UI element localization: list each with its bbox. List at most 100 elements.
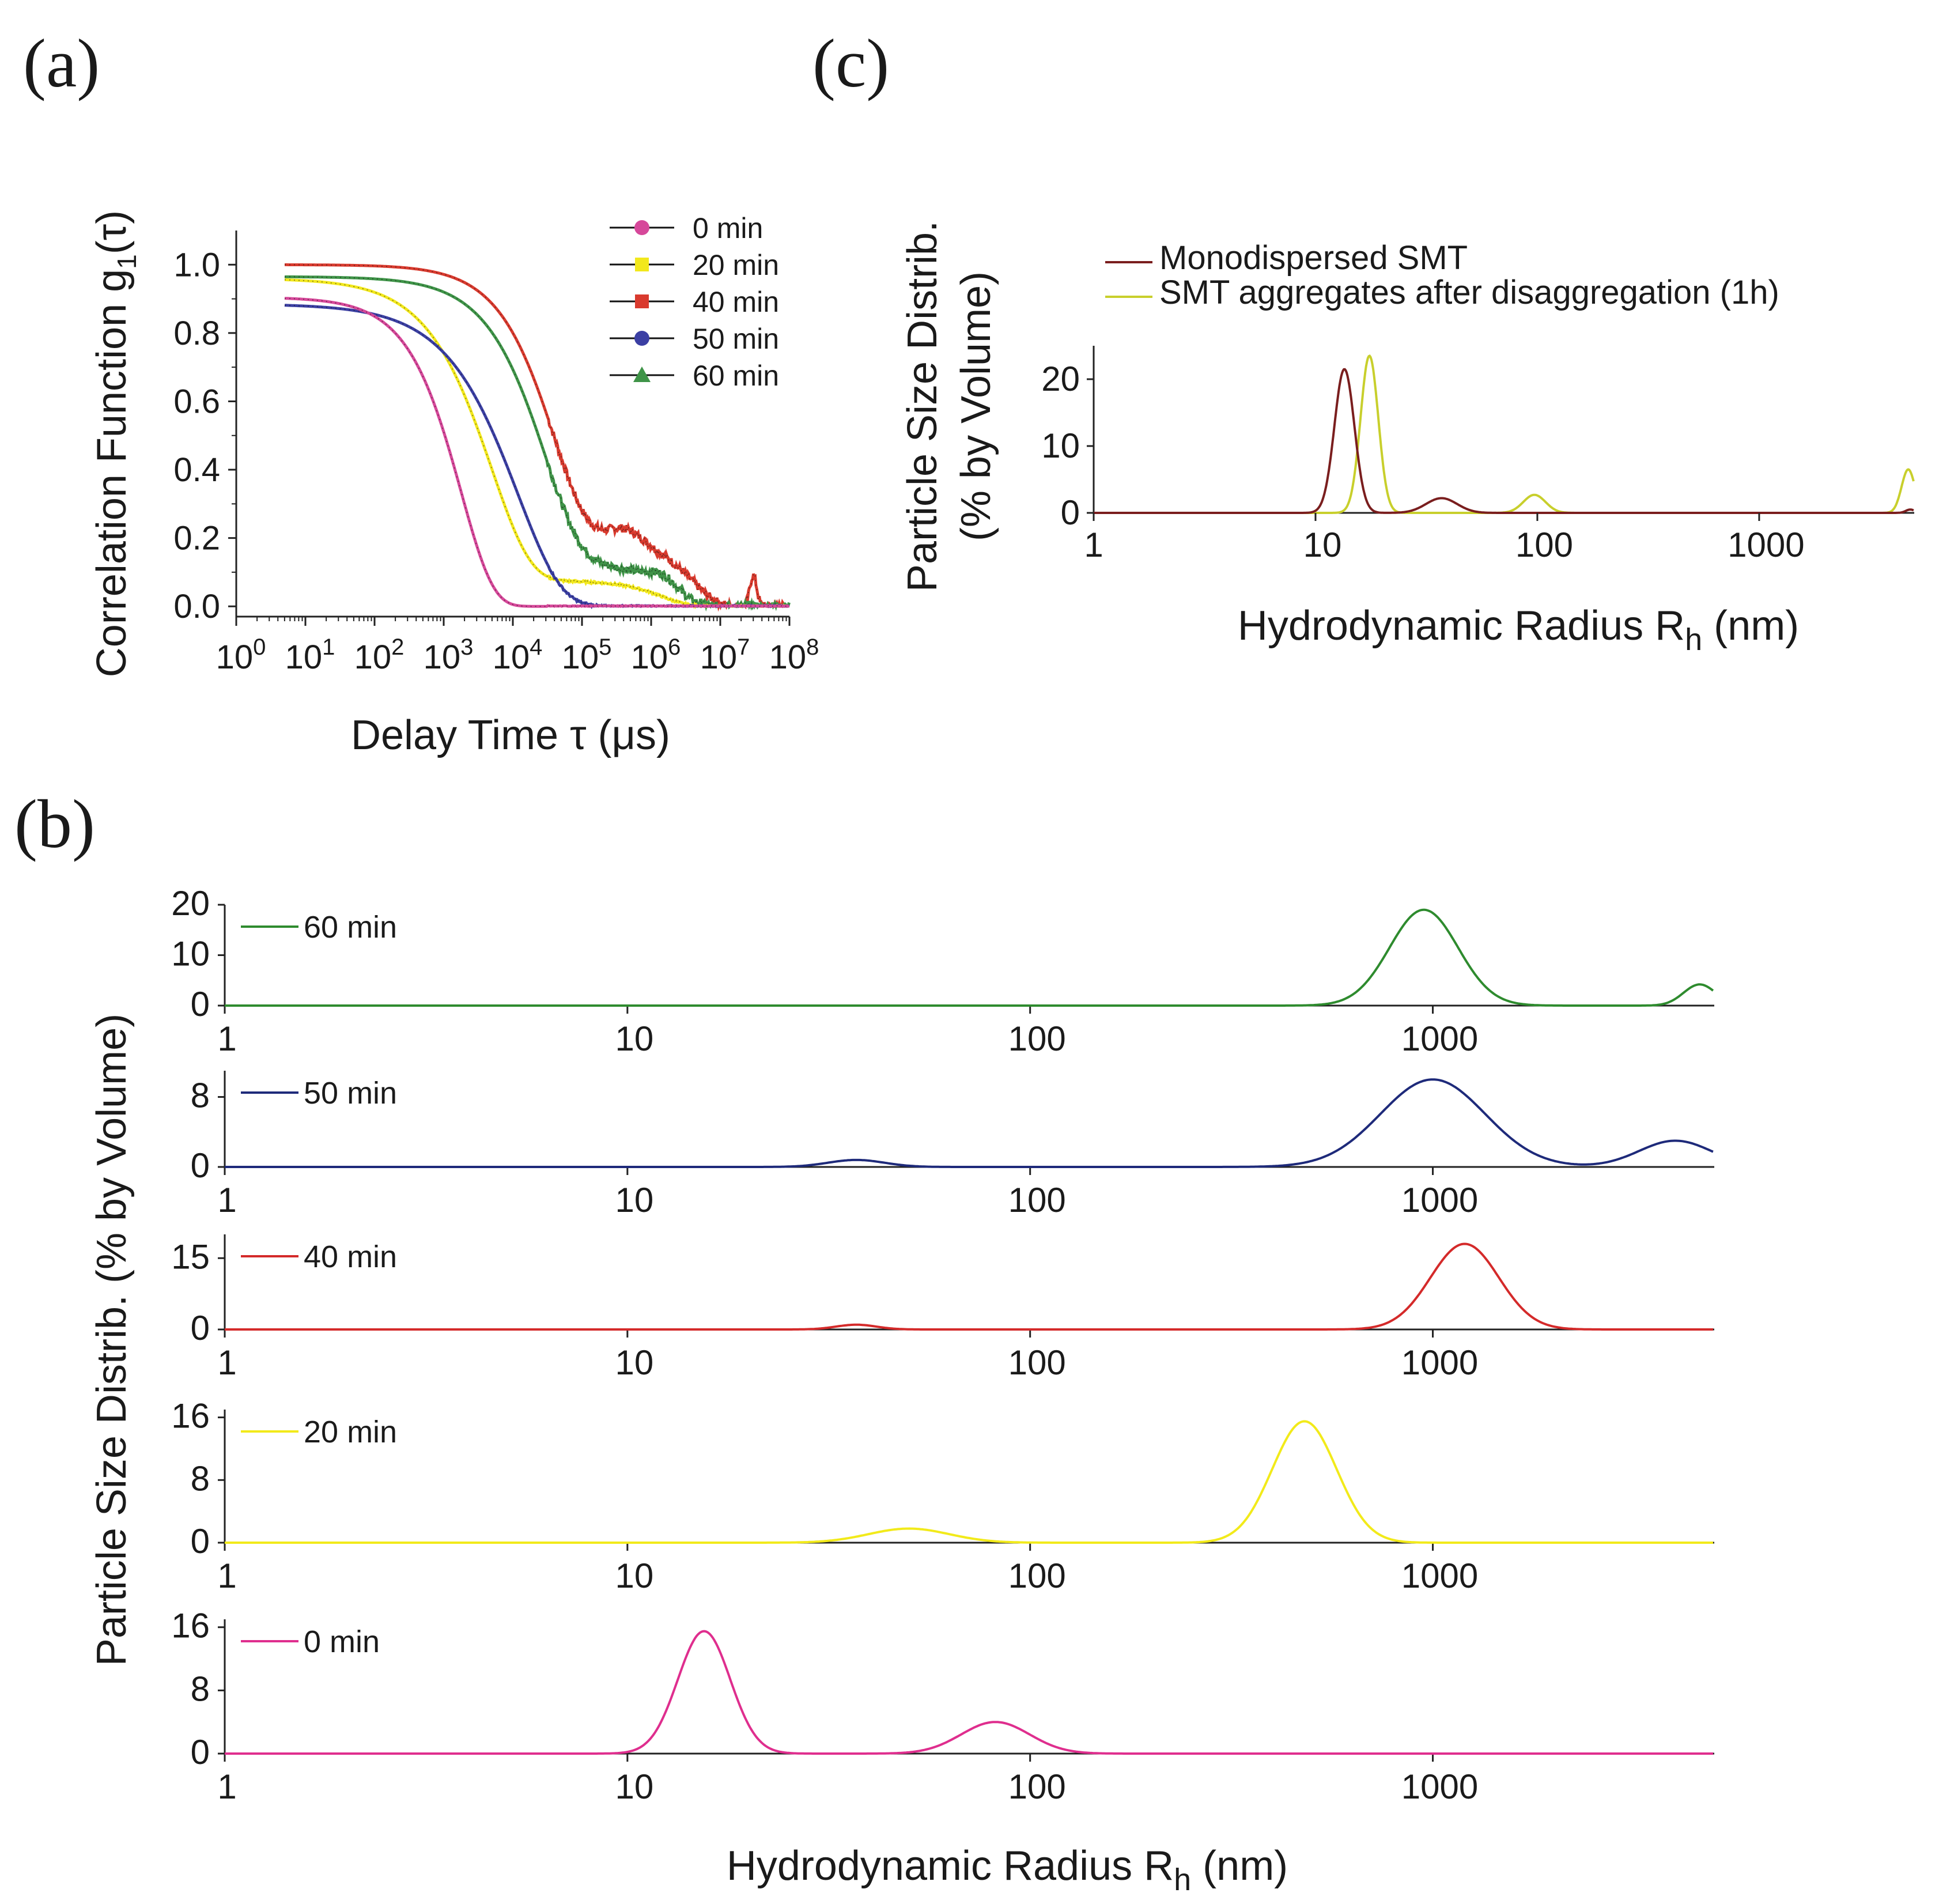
chart-b-y-tick-label: 8 (191, 1459, 210, 1498)
chart-b-series-line (225, 1242, 1713, 1331)
chart-a-x-tick-base: 10 (493, 639, 530, 676)
panel-label-b: (b) (14, 785, 95, 862)
chart-a-series-60-min-line (284, 275, 791, 612)
chart-a-x-tick-exp: 1 (322, 634, 335, 660)
chart-c-axes (1093, 346, 1914, 514)
chart-a-x-tick-exp: 2 (391, 634, 404, 660)
chart-b-y-tick-label: 15 (171, 1237, 210, 1276)
chart-c-y-tick-label: 10 (1041, 426, 1080, 465)
chart-a-x-tick-label: 101 (285, 634, 335, 676)
chart-b-x-tick-label: 10 (615, 1767, 653, 1806)
chart-a-x-tick-label: 106 (631, 634, 681, 676)
chart-c-x-tick-label: 1 (1084, 526, 1103, 564)
chart-b-series-line (225, 1420, 1713, 1544)
chart-a-y-tick-label: 0.4 (173, 451, 220, 489)
chart-b-x-label: Hydrodynamic Radius Rh (nm) (727, 1843, 1288, 1897)
chart-a-y-tick-label: 0.0 (173, 588, 220, 625)
chart-a-legend: 0 min 20 min 40 min 50 min 60 min (610, 212, 779, 392)
chart-a-x-tick-exp: 4 (530, 634, 542, 660)
chart-a-legend-marker (635, 294, 649, 308)
chart-b-x-tick-label: 1000 (1401, 1019, 1478, 1058)
chart-c-x-ticks: 1 10 100 1000 (1084, 513, 1805, 564)
chart-a-x-tick-base: 10 (285, 639, 323, 676)
chart-b-y-tick-label: 8 (191, 1076, 210, 1115)
chart-c-y-label-line1: Particle Size Distrib. (899, 221, 946, 592)
chart-a-legend-marker (635, 258, 649, 271)
chart-a-y-tick-label: 0.8 (173, 315, 220, 352)
chart-c-x-tick-label: 100 (1515, 526, 1573, 564)
chart-b-series-line (225, 1630, 1713, 1755)
chart-b-x-tick-label: 1 (217, 1019, 236, 1058)
chart-a-x-tick-label: 103 (424, 634, 474, 676)
chart-a-x-tick-label: 100 (216, 634, 266, 676)
chart-a-legend-label: 20 min (693, 249, 779, 281)
chart-a-series-40-min-points (285, 264, 789, 608)
chart-b-x-tick-label: 1000 (1401, 1557, 1478, 1595)
chart-c-y-ticks: 0 10 20 (1041, 360, 1094, 532)
chart-b-x-tick-label: 1 (217, 1181, 236, 1219)
chart-a-x-tick-base: 10 (631, 639, 668, 676)
chart-a-x-tick-base: 10 (562, 639, 599, 676)
chart-b-legend-label: 50 min (304, 1076, 397, 1110)
chart-b-subplot-40-min: 0 15 1 10 100 1000 40 min (171, 1234, 1714, 1382)
chart-b-series-line (225, 1078, 1714, 1168)
chart-c-x-tick-label: 10 (1303, 526, 1342, 564)
chart-a-x-tick-label: 104 (493, 634, 543, 676)
chart-b-y-tick-label: 8 (191, 1669, 210, 1708)
chart-a-x-tick-label: 107 (700, 634, 750, 676)
chart-a-series-50-min-points (284, 304, 789, 607)
chart-a-x-tick-exp: 5 (599, 634, 611, 660)
chart-b-y-tick-label: 16 (171, 1397, 210, 1435)
chart-a-x-tick-label: 102 (354, 634, 405, 676)
chart-c-y-tick-label: 20 (1041, 360, 1080, 398)
chart-c-series (1094, 354, 1915, 514)
chart-b-subplot-0-min: 0 8 16 1 10 100 1000 0 min (171, 1607, 1714, 1806)
chart-a-y-ticks: 0.0 0.2 0.4 0.6 0.8 1.0 (173, 246, 236, 625)
chart-b-x-tick-label: 10 (615, 1557, 653, 1595)
chart-b-x-tick-label: 1 (217, 1343, 236, 1382)
chart-c-x-label: Hydrodynamic Radius Rh (nm) (1238, 603, 1799, 657)
chart-b-legend-label: 20 min (304, 1415, 397, 1449)
chart-a-legend-label: 60 min (693, 360, 779, 392)
chart-a-y-label: Correlation Function g1(τ) (89, 210, 142, 677)
chart-a-legend-label: 50 min (693, 323, 779, 355)
chart-b-y-tick-label: 16 (171, 1607, 210, 1645)
chart-b-legend-label: 40 min (304, 1240, 397, 1274)
chart-b-series-line (225, 908, 1714, 1007)
chart-c-legend-label: Monodispersed SMT (1159, 239, 1468, 277)
chart-b-x-tick-label: 100 (1008, 1181, 1066, 1219)
chart-b-legend-label: 0 min (304, 1625, 380, 1659)
chart-b-x-tick-label: 100 (1008, 1557, 1066, 1595)
chart-c-legend-label: SMT aggregates after disaggregation (1h) (1159, 274, 1779, 311)
chart-a-x-tick-exp: 6 (668, 634, 681, 660)
chart-b-y-tick-label: 0 (191, 1522, 210, 1561)
chart-a-y-tick-label: 1.0 (173, 246, 220, 284)
panel-label-a: (a) (23, 25, 100, 101)
chart-b-x-tick-label: 1 (217, 1767, 236, 1806)
chart-a-legend-marker (633, 367, 651, 382)
chart-c-y-tick-label: 0 (1061, 493, 1080, 532)
chart-a-x-tick-base: 10 (700, 639, 738, 676)
chart-a-x-tick-base: 10 (769, 639, 807, 676)
chart-b-x-tick-label: 1 (217, 1557, 236, 1595)
chart-b-y-tick-label: 0 (191, 985, 210, 1023)
chart-b-x-tick-label: 10 (615, 1019, 653, 1058)
chart-a-y-tick-label: 0.2 (173, 520, 220, 557)
chart-b-y-tick-label: 0 (191, 1146, 210, 1185)
chart-b-x-tick-label: 1000 (1401, 1343, 1478, 1382)
chart-b-x-tick-label: 10 (615, 1343, 653, 1382)
chart-a-legend-label: 40 min (693, 286, 779, 318)
chart-c-series-monodispersed-line (1094, 368, 1914, 514)
chart-b-y-label: Particle Size Distrib. (% by Volume) (89, 1014, 135, 1666)
chart-c-series-aggregates-line (1094, 354, 1915, 514)
chart-a-series-0-min-line (284, 297, 790, 609)
chart-a-series (284, 263, 791, 612)
chart-b-y-tick-label: 0 (191, 1309, 210, 1347)
chart-a-x-tick-exp: 3 (460, 634, 473, 660)
chart-a-x-tick-exp: 8 (806, 634, 819, 660)
chart-a: 100 101 102 103 104 105 106 107 108 0.00.20.40.6… (89, 210, 819, 758)
chart-a-legend-label: 0 min (693, 212, 763, 244)
